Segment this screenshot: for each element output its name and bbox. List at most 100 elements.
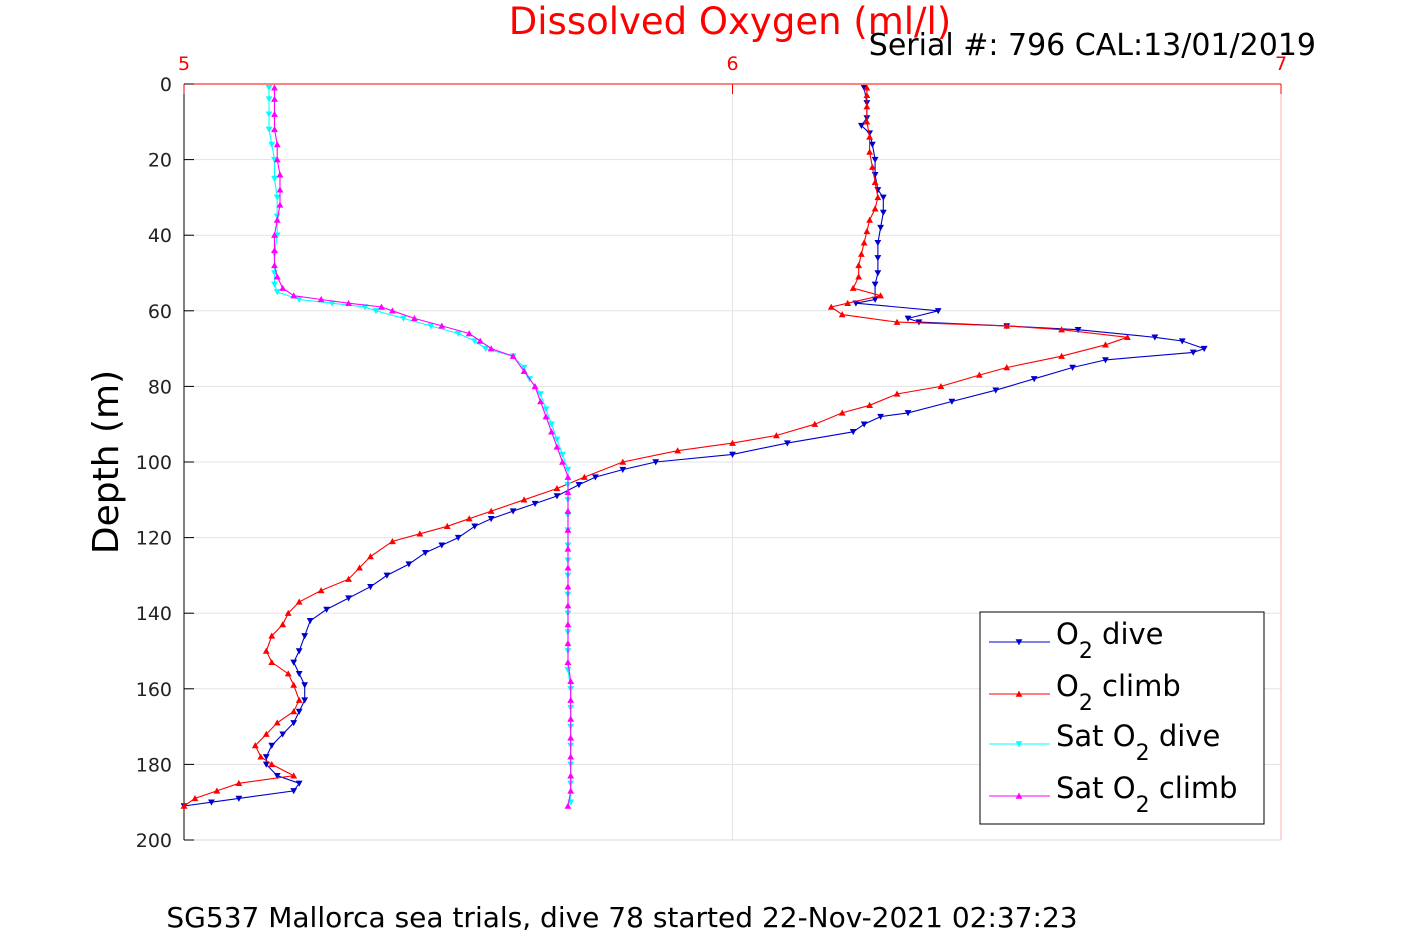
data-point-o2_dive [904,315,912,322]
data-point-o2_dive [295,708,303,715]
series-line-sat_climb [273,87,572,807]
data-point-o2_climb [235,779,243,787]
data-point-o2_climb [619,458,627,465]
data-point-o2_climb [874,194,882,201]
data-point-o2_dive [992,387,1000,394]
data-point-sat_climb [564,602,572,609]
data-point-o2_climb [180,802,188,809]
data-point-o2_dive [279,731,287,738]
data-point-o2_climb [257,753,265,760]
data-point-o2_climb [844,299,852,306]
data-point-o2_dive [871,296,879,303]
data-point-o2_climb [937,383,945,390]
data-point-o2_climb [1003,364,1011,371]
data-point-o2_climb [268,632,276,639]
data-point-o2_dive [1200,345,1208,352]
data-point-sat_dive [265,111,273,118]
data-point-o2_climb [866,133,874,140]
data-point-o2_climb [262,647,270,654]
data-point-sat_dive [265,85,273,92]
data-point-o2_climb [827,303,835,310]
data-point-o2_dive [531,500,539,507]
data-point-sat_climb [273,156,281,163]
legend-marker-o2_dive [1015,639,1023,646]
series-line-o2_climb [183,87,1128,807]
data-point-sat_climb [271,84,278,91]
data-point-sat_climb [564,545,572,552]
data-point-o2_dive [273,773,281,780]
data-point-o2_dive [948,398,956,405]
data-point-o2_dive [904,410,912,417]
data-point-sat_climb [559,458,566,465]
data-point-sat_dive [564,667,572,674]
data-point-sat_climb [548,428,555,435]
data-point-sat_climb [567,715,575,722]
data-point-sat_climb [564,473,572,480]
data-point-sat_climb [276,201,284,208]
data-point-o2_climb [1124,333,1131,340]
data-point-o2_climb [1102,341,1109,348]
data-point-o2_dive [306,618,314,625]
data-point-o2_climb [295,696,303,703]
data-point-o2_climb [772,432,780,439]
x-tick-label: 6 [726,53,738,75]
data-point-sat_climb [345,299,352,306]
data-point-o2_dive [290,788,298,795]
y-tick-label: 120 [136,528,172,550]
data-point-o2_dive [868,141,876,148]
x-tick-label: 5 [178,53,190,75]
data-point-sat_climb [553,443,561,450]
data-point-o2_climb [1003,322,1011,329]
data-point-o2_climb [871,178,879,185]
series-line-sat_dive [268,87,572,803]
data-point-sat_climb [567,734,575,741]
data-point-o2_dive [874,270,882,277]
data-point-o2_dive [857,122,865,129]
data-point-sat_climb [271,110,278,117]
data-point-o2_climb [863,118,871,125]
data-point-o2_climb [1058,352,1065,359]
data-point-o2_dive [934,308,942,315]
data-point-o2_climb [863,228,871,235]
data-point-o2_dive [849,429,857,436]
data-point-o2_dive [405,561,413,568]
data-point-sat_dive [471,338,479,345]
data-point-sat_climb [564,621,572,628]
data-point-o2_dive [295,780,303,787]
data-point-sat_dive [265,126,273,133]
data-point-o2_climb [273,719,281,726]
data-point-sat_climb [564,583,572,590]
data-point-sat_climb [542,413,550,420]
data-point-o2_climb [367,553,374,560]
data-point-sat_climb [410,314,418,322]
data-point-o2_dive [454,534,462,541]
data-point-o2_climb [975,371,983,378]
data-point-o2_climb [863,84,871,91]
data-point-o2_climb [317,587,325,594]
data-point-o2_dive [575,481,583,489]
data-point-sat_climb [567,772,575,779]
data-point-o2_climb [871,205,879,212]
data-point-o2_dive [1102,357,1109,364]
legend-label-o2_dive: O2 dive [1056,617,1164,664]
data-point-o2_climb [893,318,901,325]
data-point-sat_climb [273,273,281,280]
series-o2_climb [180,84,1131,809]
data-point-sat_dive [537,391,544,398]
data-point-sat_climb [564,526,572,533]
data-point-o2_dive [1189,349,1197,356]
data-point-o2_dive [874,255,882,262]
data-point-o2_climb [838,311,846,318]
data-point-sat_dive [273,194,281,201]
data-point-sat_climb [290,292,298,299]
data-point-o2_climb [487,507,495,514]
data-point-o2_dive [879,194,887,201]
data-point-o2_dive [235,795,243,802]
y-tick-label: 60 [148,301,172,323]
data-point-o2_climb [191,795,199,802]
data-point-sat_climb [317,296,325,303]
data-point-o2_climb [416,530,424,537]
legend-marker-o2_climb [1015,690,1023,697]
data-point-o2_climb [279,621,287,628]
data-point-o2_climb [520,496,528,503]
